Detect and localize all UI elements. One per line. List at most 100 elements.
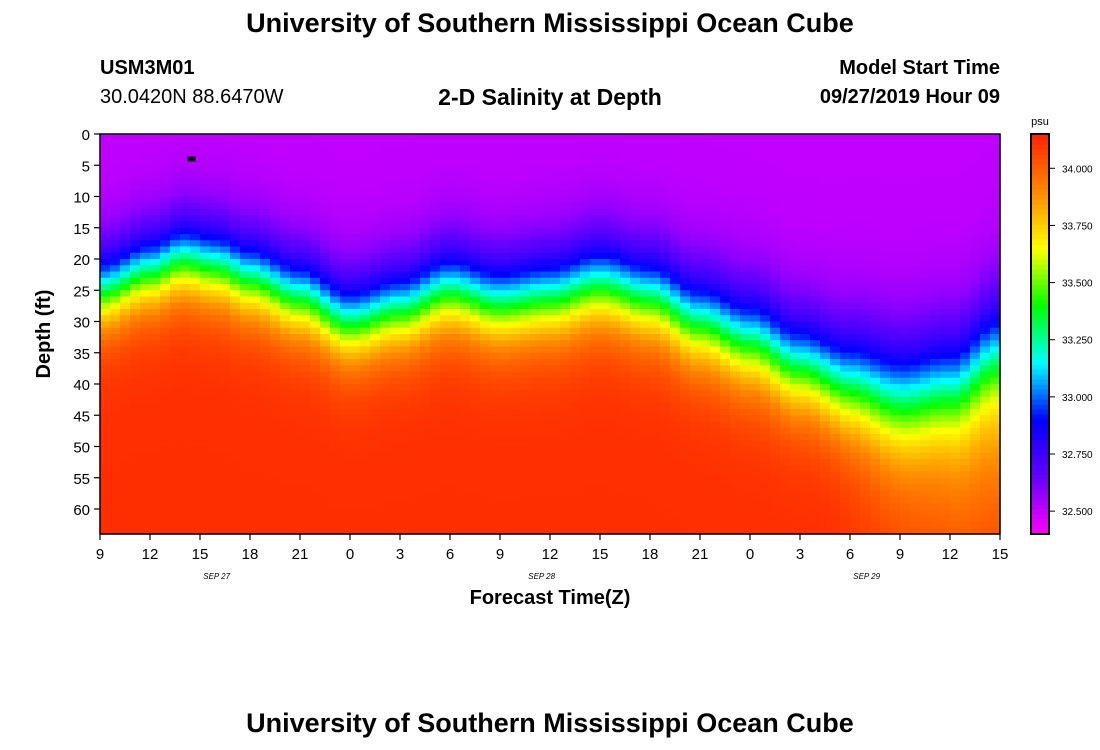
heatmap-cell [700,196,711,204]
heatmap-cell [870,490,881,498]
heatmap-cell [110,177,121,185]
heatmap-cell [480,340,491,348]
heatmap-cell [260,159,271,166]
heatmap-cell [630,309,641,316]
heatmap-cell [290,284,301,291]
heatmap-cell [310,527,321,535]
heatmap-cell [170,421,181,429]
heatmap-cell [700,234,711,241]
heatmap-cell [850,415,861,423]
heatmap-cell [450,252,461,260]
heatmap-cell [740,252,751,260]
heatmap-cell [800,177,811,185]
heatmap-cell [420,196,431,204]
heatmap-cell [790,165,801,173]
heatmap-cell [800,271,811,279]
heatmap-cell [760,215,771,223]
heatmap-cell [320,234,331,241]
heatmap-cell [200,209,211,216]
heatmap-cell [670,146,681,154]
heatmap-cell [420,377,431,385]
heatmap-cell [730,302,741,310]
heatmap-cell [540,327,551,335]
heatmap-cell [820,221,831,229]
heatmap-cell [340,427,351,435]
heatmap-cell [740,502,751,510]
heatmap-cell [560,140,571,148]
heatmap-cell [470,152,481,160]
heatmap-cell [870,209,881,216]
heatmap-cell [780,159,791,166]
heatmap-cell [100,477,111,485]
heatmap-cell [870,471,881,479]
heatmap-cell [820,477,831,485]
heatmap-cell [380,252,391,260]
heatmap-cell [820,259,831,266]
heatmap-cell [860,371,871,379]
heatmap-cell [860,184,871,191]
heatmap-cell [860,240,871,248]
heatmap-cell [860,202,871,210]
heatmap-cell [130,134,141,141]
heatmap-cell [440,284,451,291]
heatmap-cell [530,277,541,285]
heatmap-cell [680,265,691,273]
heatmap-cell [530,302,541,310]
heatmap-cell [770,315,781,323]
heatmap-cell [350,477,361,485]
heatmap-cell [830,415,841,423]
heatmap-cell [760,202,771,210]
heatmap-cell [600,421,611,429]
heatmap-cell [270,159,281,166]
heatmap-cell [380,159,391,166]
heatmap-cell [420,477,431,485]
heatmap-cell [400,452,411,460]
heatmap-cell [440,171,451,179]
heatmap-cell [390,384,401,391]
heatmap-cell [780,484,791,491]
heatmap-cell [170,271,181,279]
heatmap-cell [410,421,421,429]
heatmap-cell [540,140,551,148]
heatmap-cell [770,359,781,366]
heatmap-cell [180,402,191,410]
heatmap-cell [250,409,261,416]
heatmap-cell [310,321,321,329]
heatmap-cell [340,509,351,516]
heatmap-cell [250,215,261,223]
heatmap-cell [310,334,321,341]
heatmap-cell [580,371,591,379]
heatmap-cell [140,271,151,279]
heatmap-cell [630,296,641,304]
heatmap-cell [130,396,141,404]
heatmap-cell [200,284,211,291]
heatmap-cell [130,459,141,466]
heatmap-cell [190,465,201,473]
heatmap-cell [680,177,691,185]
heatmap-cell [280,471,291,479]
heatmap-cell [210,215,221,223]
heatmap-cell [710,334,721,341]
heatmap-cell [680,290,691,298]
heatmap-cell [490,465,501,473]
heatmap-cell [500,284,511,291]
heatmap-cell [690,202,701,210]
heatmap-cell [640,165,651,173]
heatmap-cell [450,502,461,510]
heatmap-cell [500,221,511,229]
heatmap-cell [520,240,531,248]
heatmap-cell [390,209,401,216]
heatmap-cell [600,327,611,335]
heatmap-cell [780,165,791,173]
heatmap-cell [600,490,611,498]
heatmap-cell [430,246,441,254]
heatmap-cell [120,240,131,248]
heatmap-cell [810,502,821,510]
heatmap-cell [290,440,301,448]
heatmap-cell [170,140,181,148]
heatmap-cell [580,321,591,329]
heatmap-cell [200,302,211,310]
heatmap-cell [180,427,191,435]
heatmap-cell [440,165,451,173]
heatmap-cell [510,402,521,410]
